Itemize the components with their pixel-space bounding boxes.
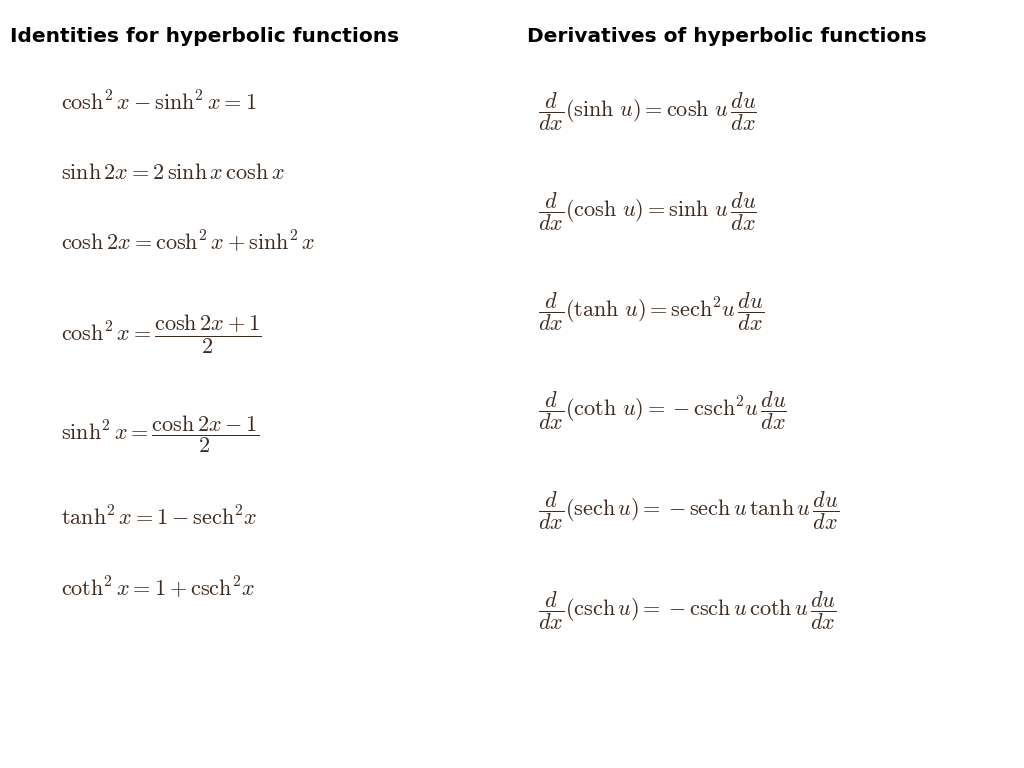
Text: $\sinh 2x = 2\, \sinh x\, \cosh x$: $\sinh 2x = 2\, \sinh x\, \cosh x$ — [61, 162, 286, 184]
Text: $\dfrac{d}{dx}(\tanh\, u) = \mathrm{sech}^2 u\,\dfrac{du}{dx}$: $\dfrac{d}{dx}(\tanh\, u) = \mathrm{sech… — [538, 290, 764, 333]
Text: $\dfrac{d}{dx}(\sinh\, u) = \cosh\, u\,\dfrac{du}{dx}$: $\dfrac{d}{dx}(\sinh\, u) = \cosh\, u\,\… — [538, 90, 757, 133]
Text: $\dfrac{d}{dx}(\mathrm{sech}\, u) = -\mathrm{sech}\, u\,\tanh u\,\dfrac{du}{dx}$: $\dfrac{d}{dx}(\mathrm{sech}\, u) = -\ma… — [538, 489, 839, 532]
Text: $\cosh^2 x = \dfrac{\cosh 2x + 1}{2}$: $\cosh^2 x = \dfrac{\cosh 2x + 1}{2}$ — [61, 312, 262, 356]
Text: Derivatives of hyperbolic functions: Derivatives of hyperbolic functions — [527, 27, 927, 46]
Text: $\coth^2 x = 1 + \mathrm{csch}^2 x$: $\coth^2 x = 1 + \mathrm{csch}^2 x$ — [61, 574, 255, 601]
Text: $\tanh^2 x = 1 - \mathrm{sech}^2 x$: $\tanh^2 x = 1 - \mathrm{sech}^2 x$ — [61, 506, 258, 531]
Text: Identities for hyperbolic functions: Identities for hyperbolic functions — [10, 27, 399, 46]
Text: $\cosh 2x = \cosh^2 x + \sinh^2 x$: $\cosh 2x = \cosh^2 x + \sinh^2 x$ — [61, 229, 315, 255]
Text: $\dfrac{d}{dx}(\mathrm{csch}\, u) = -\mathrm{csch}\, u\,\coth u\,\dfrac{du}{dx}$: $\dfrac{d}{dx}(\mathrm{csch}\, u) = -\ma… — [538, 589, 837, 632]
Text: $\dfrac{d}{dx}(\coth\, u) = -\mathrm{csch}^2 u\,\dfrac{du}{dx}$: $\dfrac{d}{dx}(\coth\, u) = -\mathrm{csc… — [538, 389, 786, 432]
Text: $\dfrac{d}{dx}(\cosh\, u) = \sinh\, u\,\dfrac{du}{dx}$: $\dfrac{d}{dx}(\cosh\, u) = \sinh\, u\,\… — [538, 190, 757, 233]
Text: $\cosh^2 x - \sinh^2 x = 1$: $\cosh^2 x - \sinh^2 x = 1$ — [61, 91, 257, 116]
Text: $\sinh^2 x = \dfrac{\cosh 2x - 1}{2}$: $\sinh^2 x = \dfrac{\cosh 2x - 1}{2}$ — [61, 413, 259, 455]
